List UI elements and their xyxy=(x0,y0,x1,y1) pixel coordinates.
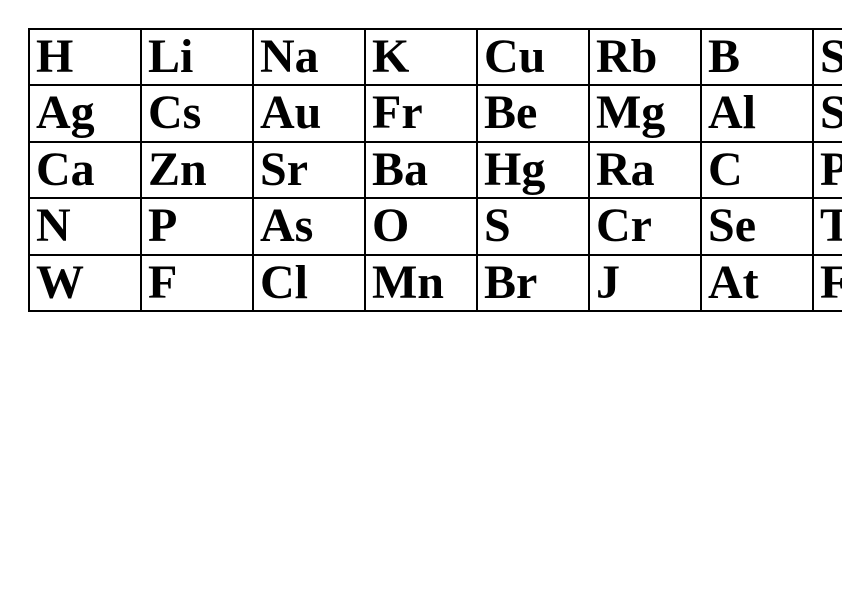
cell: P xyxy=(141,198,253,254)
element-table: H Li Na K Cu Rb B Si Ag Cs Au Fr Be Mg A… xyxy=(28,28,842,312)
cell: Fr xyxy=(365,85,477,141)
cell: Fe xyxy=(813,255,842,311)
cell: S xyxy=(477,198,589,254)
cell: Al xyxy=(701,85,813,141)
page: H Li Na K Cu Rb B Si Ag Cs Au Fr Be Mg A… xyxy=(0,0,842,595)
element-table-body: H Li Na K Cu Rb B Si Ag Cs Au Fr Be Mg A… xyxy=(29,29,842,311)
cell: Cr xyxy=(589,198,701,254)
cell: Be xyxy=(477,85,589,141)
table-row: H Li Na K Cu Rb B Si xyxy=(29,29,842,85)
cell: Sr xyxy=(253,142,365,198)
cell: Cu xyxy=(477,29,589,85)
cell: Ca xyxy=(29,142,141,198)
cell: B xyxy=(701,29,813,85)
table-row: N P As O S Cr Se Te xyxy=(29,198,842,254)
cell: Li xyxy=(141,29,253,85)
cell: Ra xyxy=(589,142,701,198)
cell: Pb xyxy=(813,142,842,198)
table-row: Ca Zn Sr Ba Hg Ra C Pb xyxy=(29,142,842,198)
cell: Mg xyxy=(589,85,701,141)
cell: W xyxy=(29,255,141,311)
cell: Na xyxy=(253,29,365,85)
cell: Ag xyxy=(29,85,141,141)
cell: At xyxy=(701,255,813,311)
cell: Si xyxy=(813,29,842,85)
cell: Rb xyxy=(589,29,701,85)
cell: Ba xyxy=(365,142,477,198)
cell: O xyxy=(365,198,477,254)
cell: Se xyxy=(701,198,813,254)
cell: As xyxy=(253,198,365,254)
cell: Zn xyxy=(141,142,253,198)
cell: N xyxy=(29,198,141,254)
cell: J xyxy=(589,255,701,311)
table-row: Ag Cs Au Fr Be Mg Al Sn xyxy=(29,85,842,141)
cell: Hg xyxy=(477,142,589,198)
cell: C xyxy=(701,142,813,198)
cell: Br xyxy=(477,255,589,311)
cell: Au xyxy=(253,85,365,141)
cell: Cl xyxy=(253,255,365,311)
table-row: W F Cl Mn Br J At Fe xyxy=(29,255,842,311)
cell: F xyxy=(141,255,253,311)
cell: Te xyxy=(813,198,842,254)
cell: Sn xyxy=(813,85,842,141)
cell: H xyxy=(29,29,141,85)
cell: K xyxy=(365,29,477,85)
cell: Mn xyxy=(365,255,477,311)
cell: Cs xyxy=(141,85,253,141)
